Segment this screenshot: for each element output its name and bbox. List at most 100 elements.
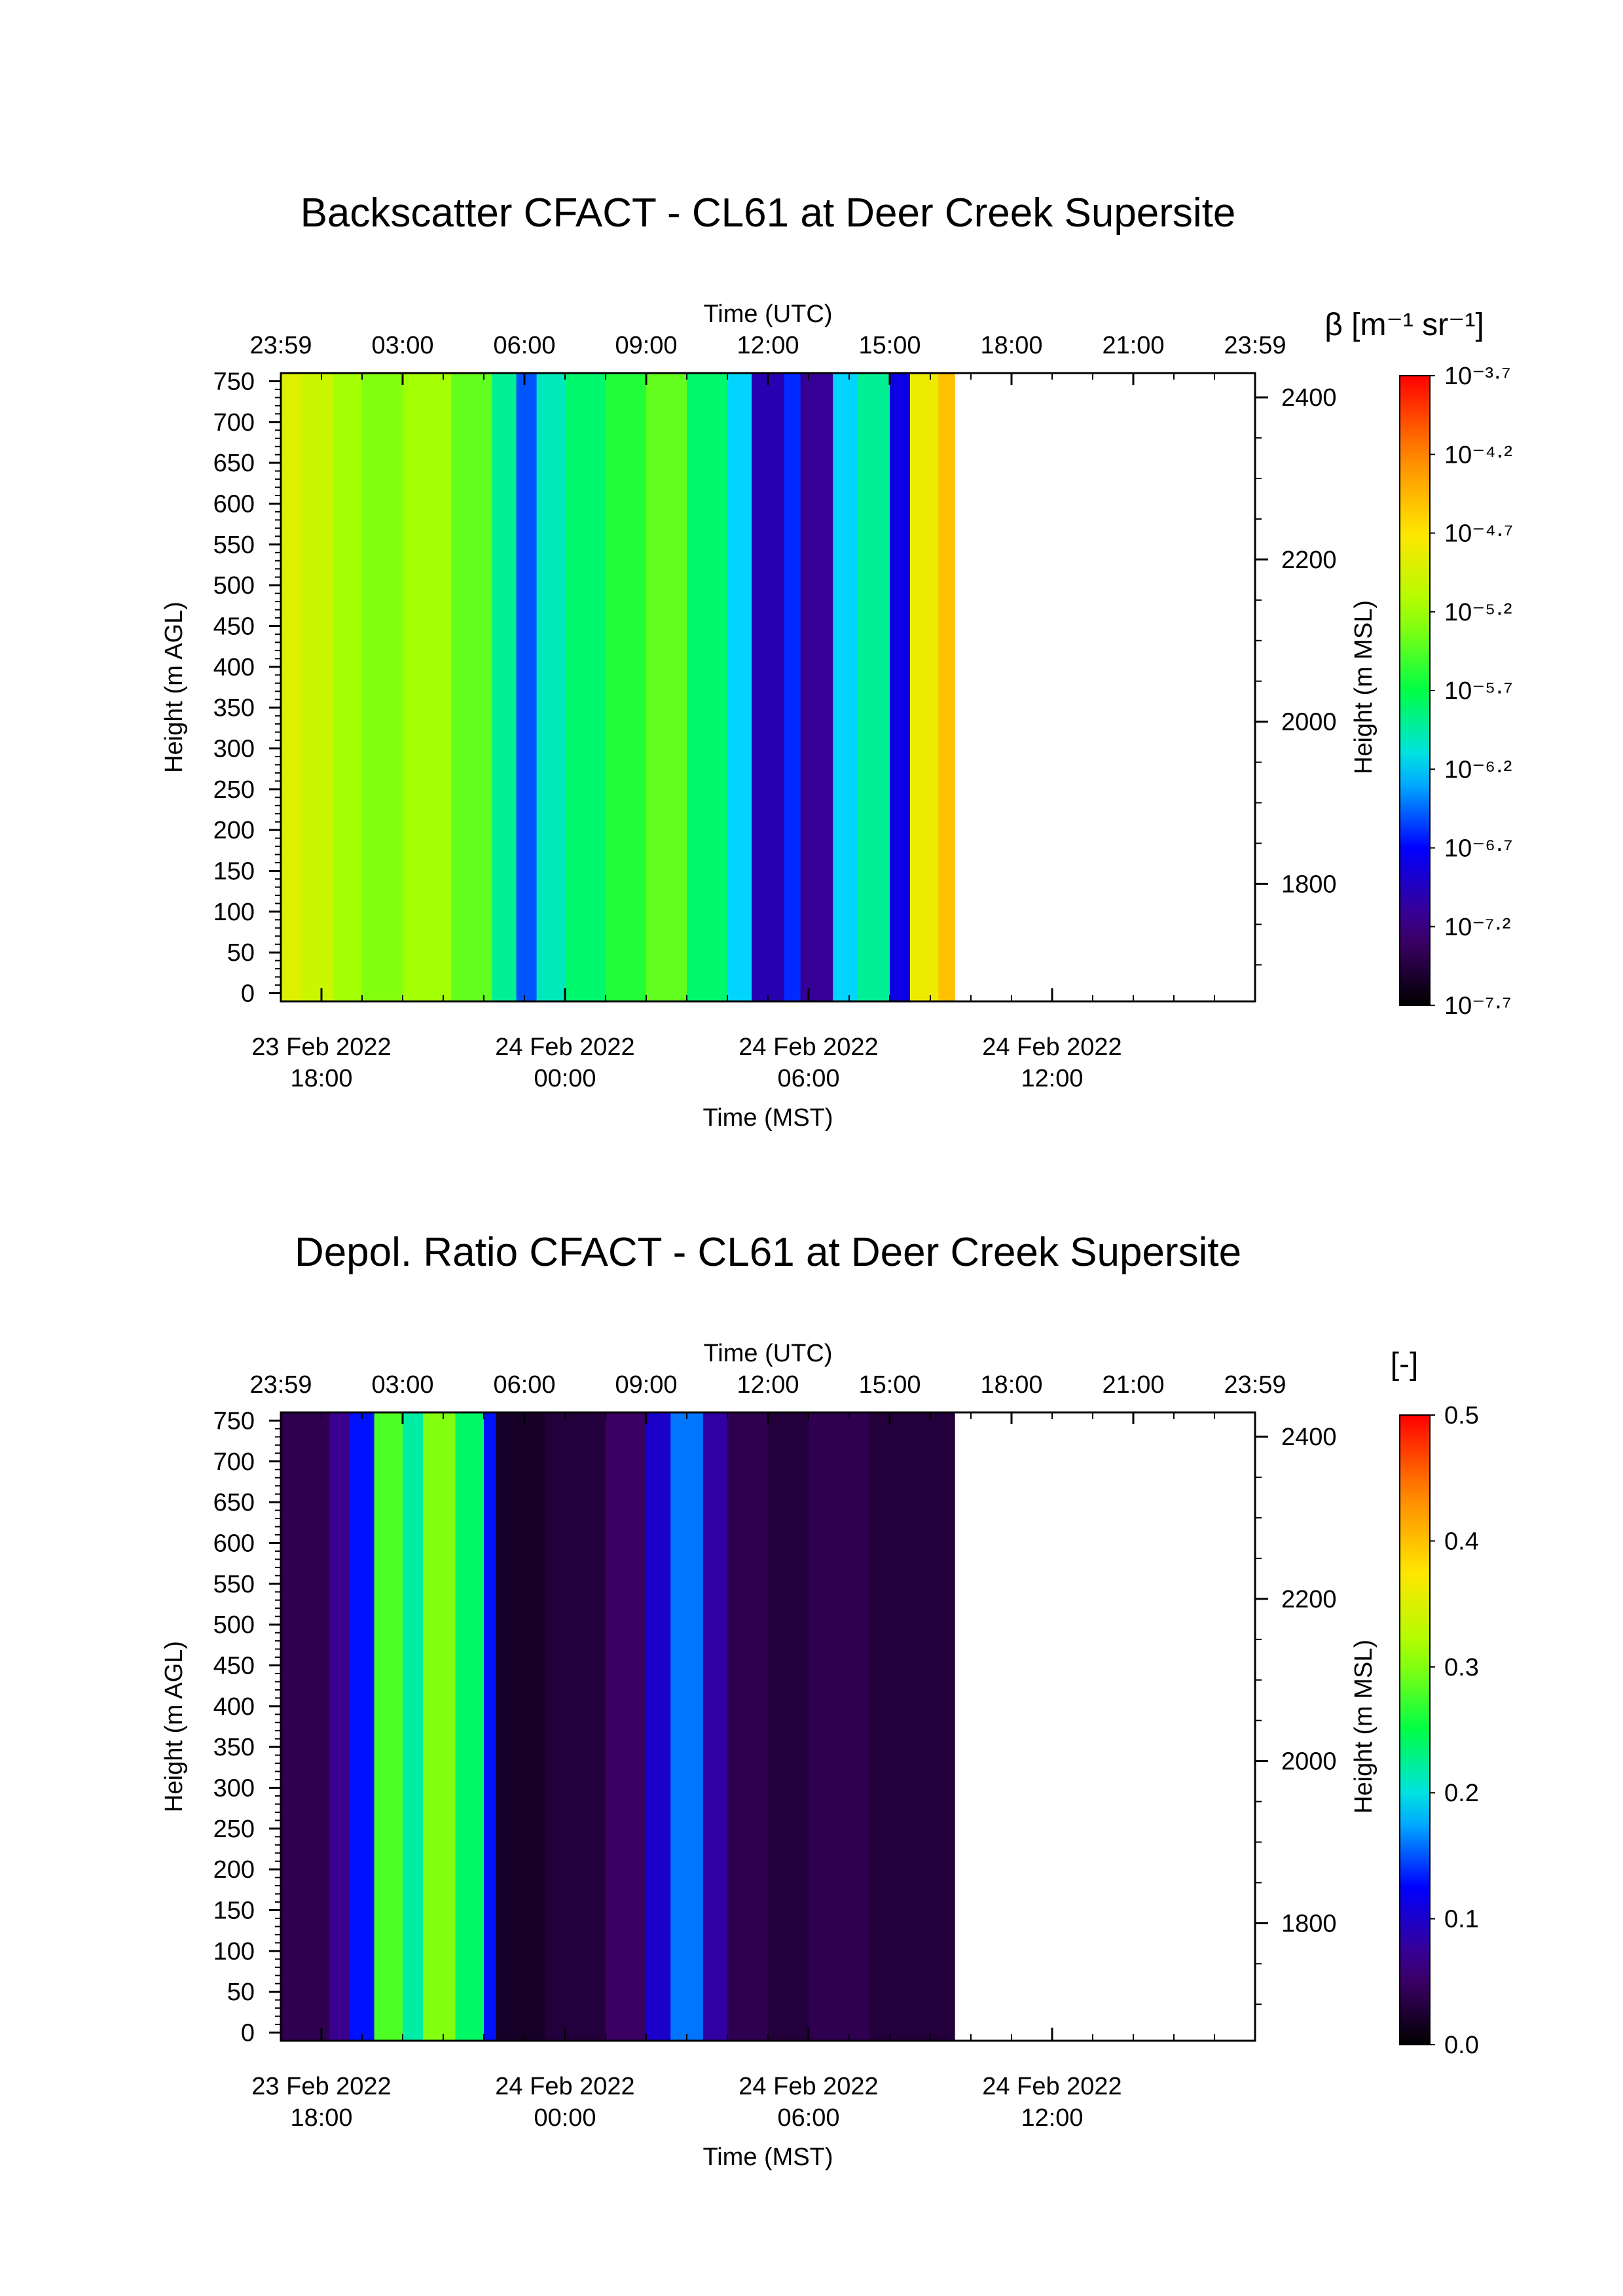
chart-title: Backscatter CFACT - CL61 at Deer Creek S… [301,190,1236,236]
left-tick-label: 450 [213,613,255,640]
left-tick-label: 250 [213,776,255,804]
left-tick-label: 400 [213,654,255,681]
top-tick-label: 18:00 [980,332,1042,359]
colorbar-tick-label: 0.4 [1444,1528,1479,1555]
colorbar-tick-label: 0.3 [1444,1654,1479,1681]
colorbar-tick-label: 10⁻³·⁷ [1444,363,1510,390]
bottom-tick-time: 00:00 [534,1065,596,1092]
heatmap-column [869,1412,955,2041]
top-tick-label: 23:59 [249,332,312,359]
bottom-tick-date: 24 Feb 2022 [739,2073,878,2100]
top-tick-label: 03:00 [371,332,433,359]
bottom-tick-date: 24 Feb 2022 [495,2073,634,2100]
heatmap-column [800,373,833,1001]
heatmap-cells [281,373,955,1001]
heatmap-column [646,373,687,1001]
heatmap-column [484,1412,497,2041]
heatmap-column [565,373,606,1001]
colorbar-tick-label: 0.1 [1444,1906,1479,1933]
heatmap-column [606,373,647,1001]
heatmap-column [281,373,302,1001]
heatmap-column [890,373,911,1001]
colorbar-tick-label: 10⁻⁴·² [1444,441,1512,469]
top-tick-label: 23:59 [1224,1371,1286,1399]
left-axis-label: Height (m AGL) [160,601,188,773]
top-tick-label: 06:00 [493,332,555,359]
heatmap-column [516,373,538,1001]
left-tick-label: 150 [213,1897,255,1925]
left-tick-label: 500 [213,1611,255,1639]
colorbar-label: β [m⁻¹ sr⁻¹] [1324,308,1484,342]
left-tick-label: 300 [213,736,255,763]
chart-title: Depol. Ratio CFACT - CL61 at Deer Creek … [295,1230,1241,1275]
heatmap-column [646,1412,671,2041]
left-tick-label: 600 [213,1530,255,1557]
colorbar [1399,1414,1431,2045]
heatmap-column [281,1412,330,2041]
left-tick-label: 650 [213,1489,255,1516]
bottom-tick-date: 24 Feb 2022 [739,1033,878,1061]
bottom-tick-date: 23 Feb 2022 [251,1033,391,1061]
bottom-tick-time: 06:00 [777,1065,839,1092]
colorbar-tick-label: 10⁻⁷·⁷ [1444,992,1511,1020]
top-tick-label: 23:59 [249,1371,312,1399]
left-tick-label: 150 [213,858,255,886]
top-tick-label: 12:00 [737,332,799,359]
colorbar-tick-label: 0.5 [1444,1402,1479,1429]
left-tick-label: 50 [227,1979,255,2006]
bottom-tick-time: 12:00 [1021,1065,1083,1092]
colorbar-tick-label: 10⁻⁷·² [1444,914,1510,941]
heatmap-column [938,373,955,1001]
heatmap-column [403,1412,424,2041]
heatmap-column [857,373,890,1001]
colorbar-tick-label: 0.2 [1444,1780,1479,1807]
right-axis-label: Height (m MSL) [1350,600,1377,774]
heatmap-column [451,373,492,1001]
heatmap-column [687,373,728,1001]
top-tick-label: 15:00 [858,332,921,359]
heatmap-column [727,1412,769,2041]
top-tick-label: 18:00 [980,1371,1042,1399]
heatmap-column [496,1412,545,2041]
heatmap-column [536,373,566,1001]
colorbar-tick-label: 10⁻⁵·² [1444,599,1512,626]
heatmap-column [910,373,939,1001]
chart-panel-1: Backscatter CFACT - CL61 at Deer Creek S… [160,190,1513,1132]
heatmap-column [333,373,363,1001]
left-tick-label: 500 [213,572,255,600]
left-axis-label: Height (m AGL) [160,1641,188,1812]
bottom-tick-time: 00:00 [534,2104,596,2132]
left-tick-label: 650 [213,450,255,477]
heatmap-column [403,373,452,1001]
heatmap-column [362,373,403,1001]
left-tick-label: 750 [213,1407,255,1435]
left-tick-label: 100 [213,1938,255,1965]
top-tick-label: 09:00 [615,1371,677,1399]
right-tick-label: 2000 [1281,709,1337,736]
heatmap-column [752,373,785,1001]
heatmap-column [350,1412,375,2041]
bottom-tick-date: 23 Feb 2022 [251,2073,391,2100]
heatmap-column [374,1412,403,2041]
left-tick-label: 550 [213,1571,255,1598]
bottom-axis-label: Time (MST) [702,1104,833,1132]
right-tick-label: 1800 [1281,1910,1337,1937]
colorbar-tick-label: 10⁻⁵·⁷ [1444,677,1512,705]
top-tick-label: 09:00 [615,332,677,359]
heatmap-column [809,1412,870,2041]
right-axis-label: Height (m MSL) [1350,1640,1377,1814]
heatmap-column [670,1412,704,2041]
right-tick-label: 2200 [1281,1586,1337,1613]
left-tick-label: 350 [213,694,255,722]
left-tick-label: 300 [213,1775,255,1803]
colorbar [1399,375,1431,1006]
top-tick-label: 06:00 [493,1371,555,1399]
heatmap-column [301,373,335,1001]
colorbar-tick-label: 10⁻⁴·⁷ [1444,520,1513,548]
right-tick-label: 2200 [1281,547,1337,574]
top-tick-label: 21:00 [1102,1371,1164,1399]
right-tick-label: 2400 [1281,384,1337,412]
heatmap-column [329,1412,350,2041]
colorbar-label: [-] [1391,1347,1419,1382]
